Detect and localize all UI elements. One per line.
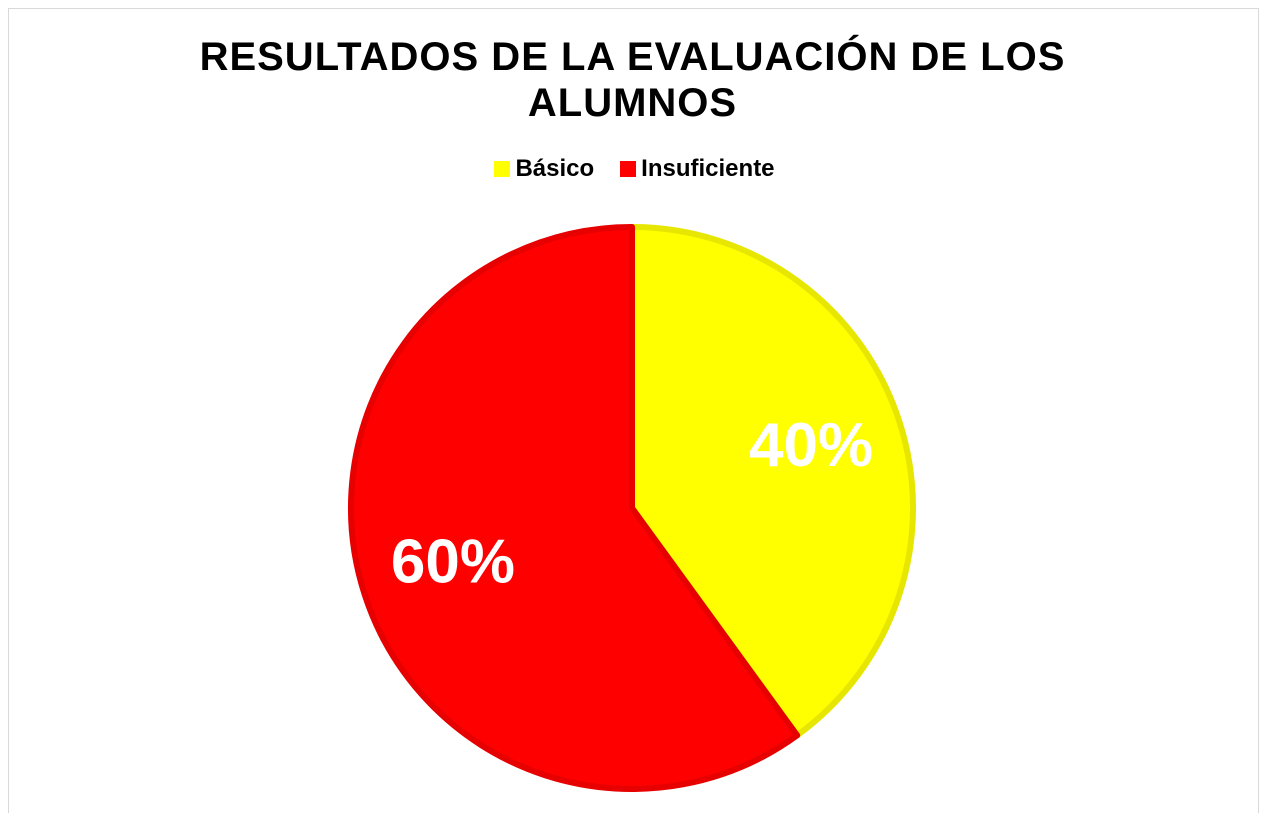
legend: Básico Insuficiente	[0, 155, 1269, 183]
chart-title: RESULTADOS DE LA EVALUACIÓN DE LOS ALUMN…	[199, 35, 1066, 125]
legend-swatch	[494, 161, 511, 177]
legend-item: Insuficiente	[620, 155, 775, 183]
data-label: 40%	[749, 411, 873, 480]
legend-label: Insuficiente	[641, 155, 775, 182]
chart-frame	[8, 8, 1259, 813]
legend-label: Básico	[515, 155, 595, 182]
data-label: 60%	[391, 528, 515, 597]
pie-slice	[348, 224, 801, 792]
legend-item: Básico	[494, 155, 594, 183]
pie-slice	[629, 224, 916, 739]
legend-swatch	[620, 161, 637, 177]
